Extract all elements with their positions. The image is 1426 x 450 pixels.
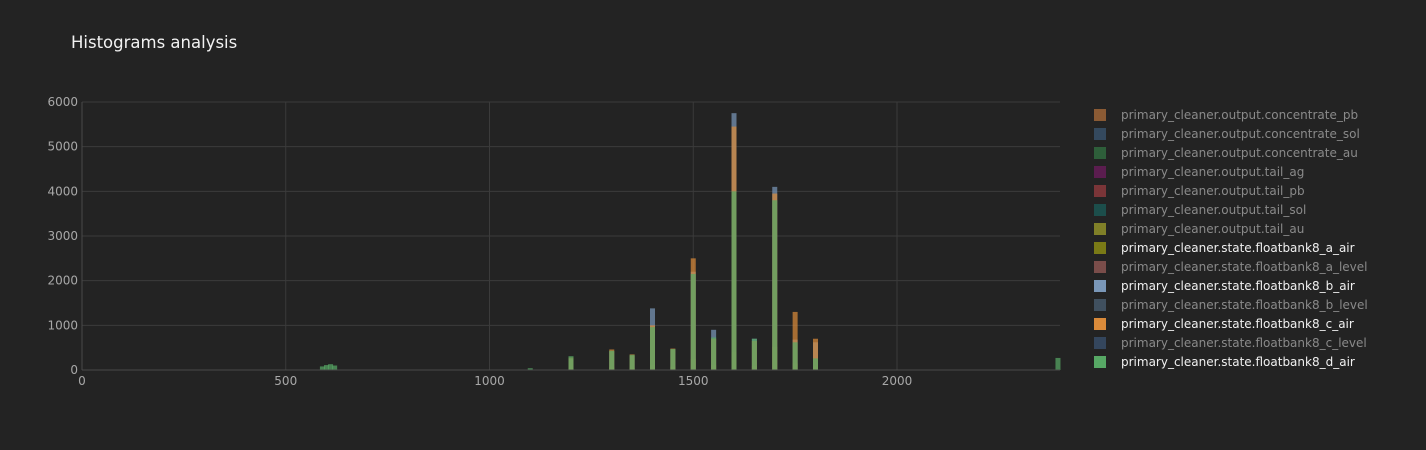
x-tick-label: 1000: [474, 374, 505, 388]
y-tick-label: 4000: [47, 184, 78, 198]
bar-primary-cleaner-state-floatbank8-c-air[interactable]: [792, 311, 798, 370]
legend-item[interactable]: primary_cleaner.state.floatbank8_c_air: [1094, 314, 1368, 333]
legend-swatch: [1094, 146, 1106, 159]
y-tick-label: 0: [70, 363, 78, 377]
x-tick-label: 0: [78, 374, 86, 388]
bar-primary-cleaner-state-floatbank8-d-air[interactable]: [751, 338, 757, 370]
legend-swatch: [1094, 127, 1106, 140]
legend-label: primary_cleaner.output.concentrate_au: [1121, 145, 1358, 160]
bar-primary-cleaner-state-floatbank8-d-air[interactable]: [629, 354, 635, 370]
bar-primary-cleaner-state-floatbank8-d-air[interactable]: [527, 368, 533, 370]
legend-swatch: [1094, 260, 1106, 273]
legend-swatch: [1094, 203, 1106, 216]
legend-swatch: [1094, 355, 1106, 368]
legend-item[interactable]: primary_cleaner.state.floatbank8_a_level: [1094, 257, 1368, 276]
y-tick-label: 2000: [47, 274, 78, 288]
bar-primary-cleaner-state-floatbank8-d-air[interactable]: [332, 365, 338, 370]
legend-label: primary_cleaner.output.tail_pb: [1121, 183, 1305, 198]
bar-primary-cleaner-state-floatbank8-d-air[interactable]: [328, 364, 334, 370]
legend-label: primary_cleaner.output.tail_au: [1121, 221, 1305, 236]
bar-primary-cleaner-state-floatbank8-c-air[interactable]: [813, 338, 818, 370]
legend-label: primary_cleaner.state.floatbank8_b_level: [1121, 297, 1368, 312]
legend-swatch: [1094, 298, 1106, 311]
legend-swatch: [1094, 222, 1106, 235]
histogram-plot[interactable]: 0 1000 2000 3000 4000 5000 6000 0 500 1000 1500 200…: [0, 0, 1080, 400]
grid-lines: [81, 101, 1060, 371]
legend-item[interactable]: primary_cleaner.state.floatbank8_c_level: [1094, 333, 1368, 352]
legend-item[interactable]: primary_cleaner.state.floatbank8_b_level: [1094, 295, 1368, 314]
legend-swatch: [1094, 108, 1106, 121]
bar-primary-cleaner-state-floatbank8-d-air[interactable]: [711, 337, 717, 370]
legend-swatch: [1094, 165, 1106, 178]
legend-item[interactable]: primary_cleaner.output.concentrate_au: [1094, 143, 1368, 162]
bar-primary-cleaner-state-floatbank8-d-air[interactable]: [609, 350, 615, 370]
legend-item[interactable]: primary_cleaner.state.floatbank8_b_air: [1094, 276, 1368, 295]
bar-primary-cleaner-state-floatbank8-d-air[interactable]: [324, 365, 329, 370]
bar-primary-cleaner-state-floatbank8-d-air[interactable]: [690, 273, 696, 370]
axes: 0 1000 2000 3000 4000 5000 6000 0 500 1000 1500 200…: [47, 95, 1060, 388]
x-tick-label: 2000: [882, 374, 913, 388]
legend-item[interactable]: primary_cleaner.output.tail_ag: [1094, 162, 1368, 181]
bar-primary-cleaner-state-floatbank8-d-air[interactable]: [568, 356, 574, 370]
y-tick-label: 5000: [47, 140, 78, 154]
legend-swatch: [1094, 336, 1106, 349]
legend-item[interactable]: primary_cleaner.state.floatbank8_d_air: [1094, 352, 1368, 371]
bar-primary-cleaner-state-floatbank8-d-air[interactable]: [670, 349, 676, 370]
legend-label: primary_cleaner.output.tail_sol: [1121, 202, 1307, 217]
legend-label: primary_cleaner.output.concentrate_sol: [1121, 126, 1360, 141]
x-tick-label: 500: [274, 374, 297, 388]
bar-primary-cleaner-state-floatbank8-d-air[interactable]: [792, 342, 798, 370]
legend-label: primary_cleaner.state.floatbank8_a_air: [1121, 240, 1355, 255]
y-tick-label: 6000: [47, 95, 78, 109]
legend-item[interactable]: primary_cleaner.output.concentrate_pb: [1094, 105, 1368, 124]
legend-item[interactable]: primary_cleaner.output.tail_au: [1094, 219, 1368, 238]
legend-item[interactable]: primary_cleaner.output.concentrate_sol: [1094, 124, 1368, 143]
legend-swatch: [1094, 279, 1106, 292]
legend-item[interactable]: primary_cleaner.output.tail_pb: [1094, 181, 1368, 200]
bar-primary-cleaner-state-floatbank8-d-air[interactable]: [650, 327, 655, 370]
y-tick-label: 1000: [47, 318, 78, 332]
legend-label: primary_cleaner.state.floatbank8_d_air: [1121, 354, 1355, 369]
bar-primary-cleaner-state-floatbank8-d-air[interactable]: [813, 358, 818, 370]
bar-primary-cleaner-state-floatbank8-d-air[interactable]: [731, 191, 737, 370]
legend-label: primary_cleaner.state.floatbank8_c_air: [1121, 316, 1354, 331]
x-tick-label: 1500: [678, 374, 709, 388]
legend-item[interactable]: primary_cleaner.output.tail_sol: [1094, 200, 1368, 219]
bar-primary-cleaner-state-floatbank8-d-air[interactable]: [1055, 357, 1061, 370]
legend-label: primary_cleaner.output.concentrate_pb: [1121, 107, 1359, 122]
legend-label: primary_cleaner.output.tail_ag: [1121, 164, 1305, 179]
legend-swatch: [1094, 317, 1106, 330]
legend-swatch: [1094, 241, 1106, 254]
legend-label: primary_cleaner.state.floatbank8_a_level: [1121, 259, 1368, 274]
legend-item[interactable]: primary_cleaner.state.floatbank8_a_air: [1094, 238, 1368, 257]
bar-primary-cleaner-state-floatbank8-d-air[interactable]: [319, 366, 325, 370]
bars[interactable]: [319, 113, 1061, 371]
legend-swatch: [1094, 184, 1106, 197]
legend-label: primary_cleaner.state.floatbank8_b_air: [1121, 278, 1355, 293]
bar-primary-cleaner-state-floatbank8-d-air[interactable]: [772, 200, 778, 370]
chart-title: Histograms analysis: [71, 33, 238, 52]
y-tick-label: 3000: [47, 229, 78, 243]
legend-label: primary_cleaner.state.floatbank8_c_level: [1121, 335, 1367, 350]
